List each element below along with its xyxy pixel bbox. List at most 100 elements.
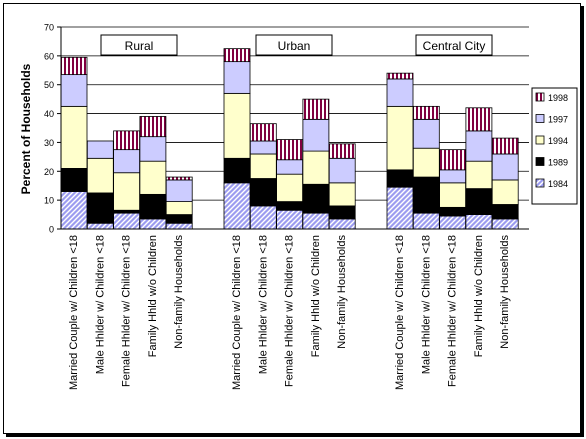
bar-segment-1997 [165, 179, 193, 202]
legend-swatch-1998 [535, 92, 545, 102]
x-tick-label: Non-family Households [499, 235, 511, 349]
group-label: Rural [125, 39, 154, 53]
bar-segment-1997 [465, 130, 493, 162]
bar-segment-1984 [412, 212, 440, 230]
bar-segment-1984 [386, 186, 414, 230]
bar-segment-1994 [86, 157, 114, 194]
group-label: Urban [278, 39, 311, 53]
y-tick-label: 50 [44, 80, 54, 90]
bar-segment-1984 [328, 218, 356, 230]
y-tick-label: 20 [44, 167, 54, 177]
x-tick-label: Male Hhlder w/ Children <18 [420, 235, 432, 374]
bar-segment-1998 [223, 48, 251, 63]
bar-segment-1998 [60, 56, 88, 76]
bar-segment-1997 [139, 136, 167, 162]
bar-segment-1997 [86, 140, 114, 159]
bar-segment-1989 [386, 169, 414, 188]
bar-segment-1989 [302, 183, 330, 214]
bar-segment-1997 [223, 61, 251, 94]
bar-segment-1989 [439, 206, 467, 217]
x-axis-labels: Married Couple w/ Children <18 Male Hhlde… [68, 235, 511, 390]
x-tick-label: Male Hhlder w/ Children <18 [257, 235, 269, 374]
legend: 1998 1997 1994 1989 1984 [531, 87, 578, 205]
legend-swatch-1984 [535, 178, 545, 188]
legend-label: 1989 [548, 158, 568, 168]
bar-segment-1998 [249, 123, 277, 142]
bar-segment-1989 [276, 201, 304, 211]
bar-segment-1989 [113, 209, 140, 214]
bars [60, 48, 519, 230]
legend-swatch-1994 [535, 135, 545, 145]
group-labels: Rural Urban Central City [100, 34, 493, 56]
bar-segment-1984 [139, 218, 167, 230]
group-label-box [415, 34, 493, 56]
bar-segment-1989 [60, 167, 88, 192]
bar-segment-1998 [165, 176, 193, 181]
legend-swatch-1997 [535, 114, 545, 123]
bar-segment-1997 [412, 118, 440, 149]
y-tick-label: 10 [44, 196, 54, 206]
x-tick-label: Family Hhld w/o Children [473, 235, 485, 357]
bar-segment-1994 [249, 153, 277, 179]
bar-segment-1998 [465, 107, 493, 132]
bar-segment-1984 [165, 222, 193, 230]
bar-segment-1998 [439, 149, 467, 171]
bar-segment-1994 [412, 147, 440, 178]
x-tick-label: Female Hhlder w/ Children <18 [284, 235, 296, 387]
bar-segment-1997 [386, 78, 414, 107]
x-tick-label: Family Hhld w/o Children [310, 235, 322, 357]
y-axis-ticks: 0 10 20 30 40 50 60 70 [44, 23, 61, 235]
x-tick-label: Female Hhlder w/ Children <18 [447, 235, 459, 387]
bar-segment-1984 [276, 209, 304, 230]
bar-segment-1994 [439, 182, 467, 208]
bar-segment-1989 [465, 188, 493, 215]
x-tick-label: Non-family Households [336, 235, 348, 349]
bar-segment-1994 [276, 173, 304, 202]
x-tick-label: Married Couple w/ Children <18 [231, 235, 243, 390]
bar-segment-1984 [439, 215, 467, 230]
group-label-box [100, 34, 178, 56]
y-tick-label: 60 [44, 51, 54, 61]
y-axis-title: Percent of Households [19, 63, 33, 194]
bar-segment-1994 [223, 92, 251, 159]
y-tick-label: 40 [44, 109, 54, 119]
group-label: Central City [423, 39, 486, 53]
bar-segment-1994 [491, 179, 519, 205]
legend-label: 1984 [548, 179, 568, 189]
bar-segment-1984 [491, 218, 519, 230]
bar-segment-1989 [491, 204, 519, 220]
bar-segment-1989 [223, 157, 251, 184]
bar-segment-1998 [113, 130, 140, 151]
y-tick-label: 70 [44, 23, 54, 33]
bar-segment-1994 [328, 182, 356, 207]
bar-segment-1989 [86, 192, 114, 224]
bar-segment-1984 [249, 205, 277, 230]
bar-segment-1989 [328, 205, 356, 220]
bar-segment-1997 [249, 140, 277, 155]
bar-segment-1984 [113, 212, 140, 230]
x-tick-label: Female Hhlder w/ Children <18 [121, 235, 133, 387]
y-tick-label: 0 [49, 225, 54, 235]
bar-segment-1998 [302, 98, 330, 120]
legend-label: 1998 [548, 93, 568, 103]
bar-segment-1998 [386, 72, 414, 80]
bar-segment-1998 [491, 137, 519, 155]
bar-segment-1997 [491, 153, 519, 181]
x-tick-label: Non-family Households [173, 235, 185, 349]
bar-segment-1984 [60, 191, 88, 230]
bar-segment-1984 [86, 222, 114, 230]
bar-segment-1994 [302, 150, 330, 185]
bar-segment-1997 [439, 169, 467, 184]
legend-swatch-1989 [535, 157, 545, 166]
x-tick-label: Family Hhld w/o Children [147, 235, 159, 357]
legend-label: 1997 [548, 115, 568, 125]
bar-segment-1989 [249, 178, 277, 207]
bar-segment-1989 [139, 193, 167, 220]
bar-segment-1998 [139, 116, 167, 138]
bar-segment-1994 [60, 105, 88, 169]
bar-segment-1989 [165, 214, 193, 224]
x-tick-label: Male Hhlder w/ Children <18 [94, 235, 106, 374]
legend-label: 1994 [548, 136, 568, 146]
bar-segment-1994 [165, 201, 193, 215]
